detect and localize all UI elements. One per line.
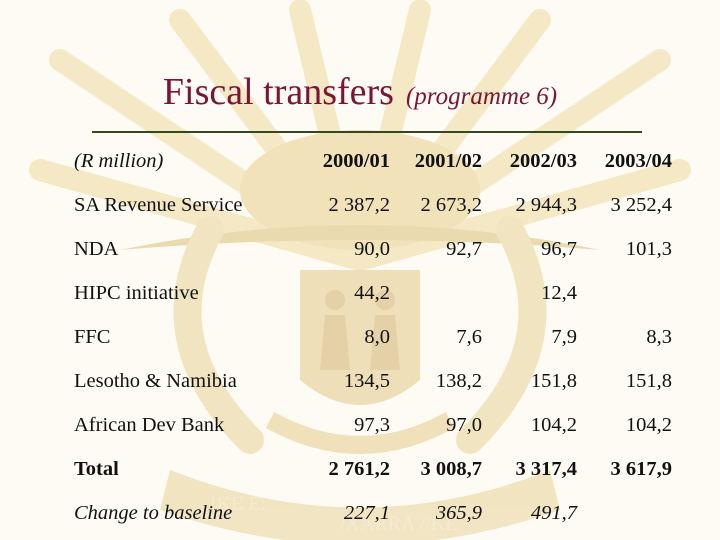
cell-value: 96,7 (541, 237, 577, 260)
cell-value: 138,2 (435, 369, 482, 392)
title-main: Fiscal transfers (162, 71, 394, 113)
table-row: NDA 90,0 92,7 96,7 101,3 (66, 227, 680, 271)
title-divider (92, 131, 642, 133)
total-value: 3 008,7 (420, 457, 483, 480)
header-year: 2003/04 (604, 149, 672, 172)
cell-value: 3 252,4 (610, 193, 673, 216)
change-to-baseline-row: Change to baseline 227,1 365,9 491,7 (66, 491, 680, 535)
cell-value: 2 944,3 (515, 193, 578, 216)
header-year: 2001/02 (414, 149, 482, 172)
change-value: 491,7 (530, 501, 577, 524)
table-row: SA Revenue Service 2 387,2 2 673,2 2 944… (66, 183, 680, 227)
cell-value (577, 271, 680, 315)
row-label: African Dev Bank (74, 413, 225, 436)
cell-value: 92,7 (446, 237, 482, 260)
cell-value: 97,0 (446, 413, 482, 436)
motto-left: !KE E: (210, 493, 266, 515)
cell-value: 101,3 (625, 237, 672, 260)
cell-value: 2 387,2 (328, 193, 391, 216)
slide-title: Fiscal transfers (programme 6) (0, 70, 720, 114)
cell-value: 151,8 (530, 369, 577, 392)
total-row: Total 2 761,2 3 008,7 3 317,4 3 617,9 (66, 447, 680, 491)
total-value: 3 317,4 (515, 457, 578, 480)
fiscal-transfers-table: (R million) 2000/01 2001/02 2002/03 2003… (66, 139, 680, 535)
motto-right: /XARRA //KE (340, 513, 457, 535)
table-row: HIPC initiative 44,2 12,4 (66, 271, 680, 315)
cell-value: 97,3 (354, 413, 390, 436)
cell-value (390, 271, 482, 315)
change-value: 227,1 (343, 501, 390, 524)
table-row: FFC 8,0 7,6 7,9 8,3 (66, 315, 680, 359)
cell-value: 12,4 (541, 281, 577, 304)
total-value: 2 761,2 (328, 457, 391, 480)
row-label: HIPC initiative (74, 281, 199, 304)
title-subtitle: (programme 6) (405, 83, 558, 110)
cell-value: 44,2 (354, 281, 390, 304)
header-year: 2002/03 (509, 149, 577, 172)
table-header-row: (R million) 2000/01 2001/02 2002/03 2003… (66, 139, 680, 183)
cell-value: 2 673,2 (420, 193, 483, 216)
change-value: 365,9 (435, 501, 482, 524)
header-label: (R million) (74, 149, 164, 172)
row-label: FFC (74, 325, 111, 348)
row-label: SA Revenue Service (74, 193, 243, 216)
cell-value: 7,6 (456, 325, 482, 348)
row-label: Lesotho & Namibia (74, 369, 237, 392)
row-label: NDA (74, 237, 119, 260)
table-row: African Dev Bank 97,3 97,0 104,2 104,2 (66, 403, 680, 447)
cell-value: 8,3 (646, 325, 672, 348)
header-year: 2000/01 (322, 149, 390, 172)
cell-value: 134,5 (343, 369, 390, 392)
cell-value: 151,8 (625, 369, 672, 392)
total-label: Total (74, 457, 119, 480)
table-row: Lesotho & Namibia 134,5 138,2 151,8 151,… (66, 359, 680, 403)
cell-value: 104,2 (625, 413, 672, 436)
cell-value: 7,9 (551, 325, 577, 348)
cell-value: 8,0 (364, 325, 390, 348)
change-value (577, 491, 680, 535)
change-label: Change to baseline (74, 501, 233, 524)
cell-value: 90,0 (354, 237, 390, 260)
total-value: 3 617,9 (610, 457, 673, 480)
cell-value: 104,2 (530, 413, 577, 436)
